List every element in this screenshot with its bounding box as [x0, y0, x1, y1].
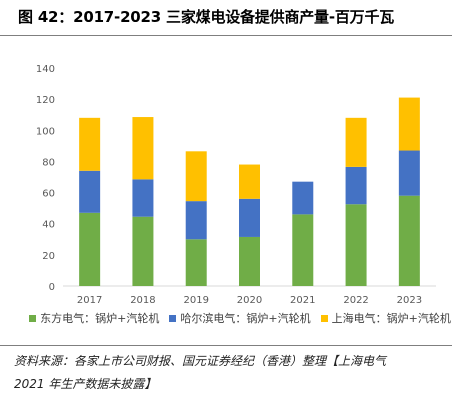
- y-axis: 0 20 40 60 80 100 120 140: [36, 64, 55, 293]
- bar-segment-2020-series-2: [239, 164, 260, 199]
- source-note: 资料来源：各家上市公司财报、国元证券经纪（香港）整理【上海电气 2021 年生产…: [14, 350, 444, 396]
- y-tick-label: 100: [36, 126, 55, 137]
- figure-header: 图 42：2017-2023 三家煤电设备提供商产量-百万千瓦: [0, 0, 452, 36]
- y-tick-label: 0: [49, 282, 55, 293]
- legend-swatch: [29, 314, 37, 322]
- y-tick-label: 80: [42, 157, 55, 168]
- bar-segment-2021-series-1: [292, 181, 314, 215]
- x-tick-label: 2023: [397, 295, 422, 306]
- y-tick-label: 120: [36, 95, 55, 106]
- bar-segment-2019-series-1: [185, 201, 207, 240]
- bar-segment-2019-series-2: [185, 151, 207, 202]
- bar-segment-2017-series-2: [79, 117, 101, 171]
- bar-segment-2021-series-0: [292, 214, 314, 286]
- x-tick-label: 2022: [343, 295, 368, 306]
- bar-series-group: [79, 97, 420, 286]
- bar-segment-2022-series-1: [345, 166, 367, 205]
- bar-segment-2023-series-0: [398, 195, 420, 286]
- legend-swatch: [320, 314, 328, 322]
- legend-item: 上海电气：锅炉+汽轮机: [320, 310, 451, 326]
- chart-legend: 东方电气：锅炉+汽轮机 哈尔滨电气：锅炉+汽轮机 上海电气：锅炉+汽轮机: [29, 309, 451, 327]
- y-tick-label: 60: [42, 189, 55, 200]
- bar-segment-2020-series-0: [239, 236, 260, 286]
- bar-segment-2018-series-1: [132, 179, 154, 217]
- bar-segment-2023-series-1: [398, 150, 420, 196]
- legend-label: 哈尔滨电气：锅炉+汽轮机: [180, 312, 311, 325]
- legend-item: 哈尔滨电气：锅炉+汽轮机: [169, 310, 311, 326]
- x-tick-label: 2019: [183, 295, 208, 306]
- legend-item: 东方电气：锅炉+汽轮机: [29, 310, 159, 326]
- y-tick-label: 40: [42, 220, 55, 231]
- source-line-2: 2021 年生产数据未披露】: [14, 377, 157, 391]
- x-tick-label: 2018: [130, 295, 155, 306]
- x-tick-label: 2021: [290, 295, 315, 306]
- x-tick-label: 2017: [77, 295, 102, 306]
- figure-title: 图 42：2017-2023 三家煤电设备提供商产量-百万千瓦: [18, 8, 395, 26]
- source-line-1: 资料来源：各家上市公司财报、国元证券经纪（香港）整理【上海电气: [14, 354, 387, 368]
- bar-segment-2017-series-0: [79, 212, 101, 286]
- legend-label: 上海电气：锅炉+汽轮机: [331, 312, 451, 325]
- x-tick-label: 2020: [237, 295, 262, 306]
- bar-segment-2018-series-0: [132, 216, 154, 286]
- y-tick-label: 20: [42, 251, 55, 262]
- bar-segment-2019-series-0: [185, 239, 207, 286]
- y-tick-label: 140: [36, 64, 55, 75]
- bar-segment-2022-series-2: [345, 117, 367, 167]
- bar-segment-2023-series-2: [398, 97, 420, 151]
- source-divider: [0, 345, 452, 346]
- bar-segment-2022-series-0: [345, 204, 367, 286]
- bar-segment-2020-series-1: [239, 198, 260, 237]
- x-axis: 2017 2018 2019 2020 2021 2022 2023: [63, 285, 436, 306]
- legend-label: 东方电气：锅炉+汽轮机: [40, 312, 160, 325]
- bar-segment-2018-series-2: [132, 117, 154, 180]
- bar-segment-2017-series-1: [79, 170, 101, 213]
- legend-swatch: [169, 314, 177, 322]
